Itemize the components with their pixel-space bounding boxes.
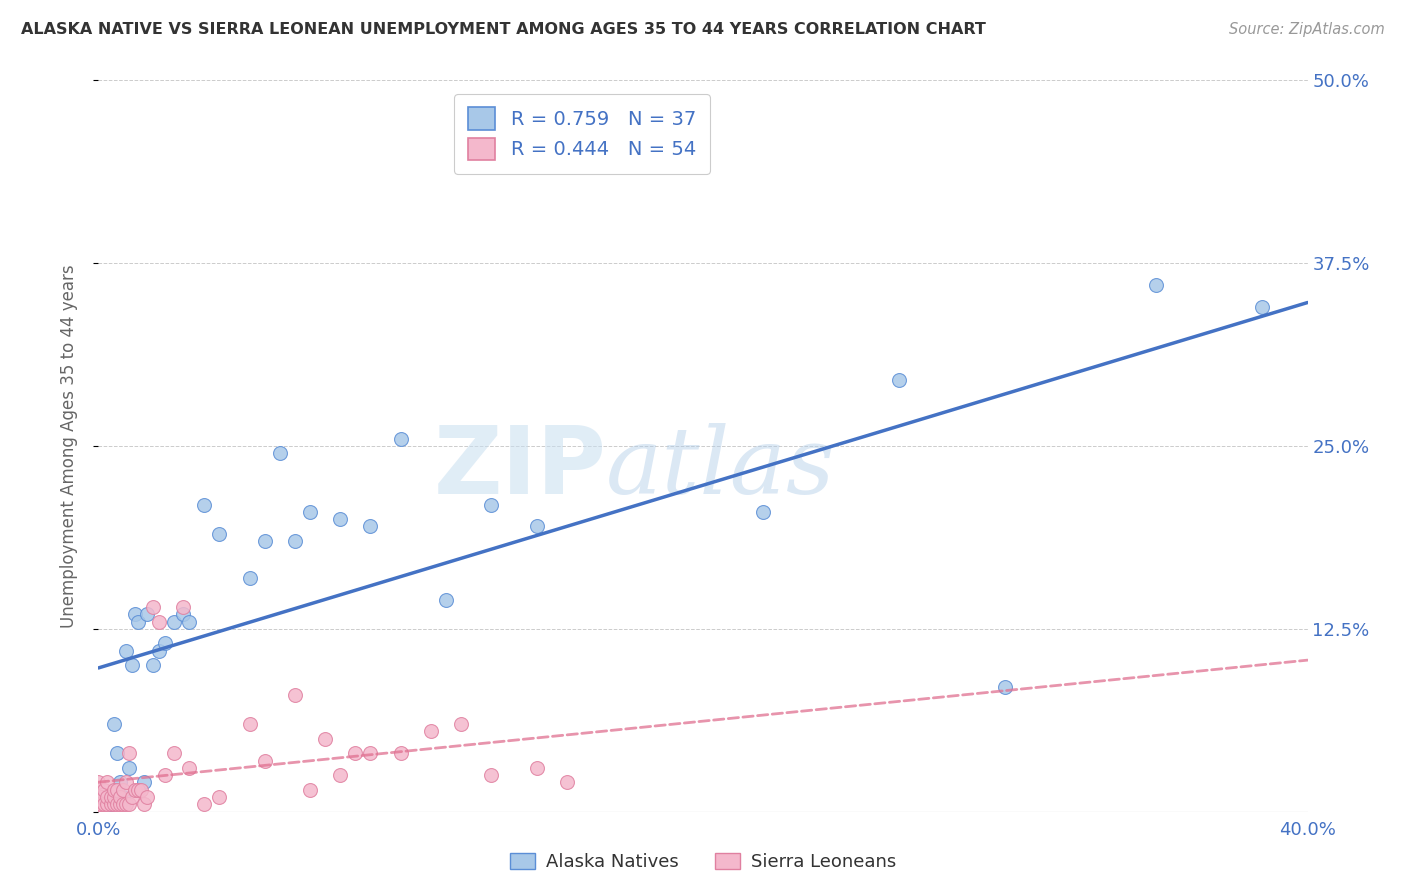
Point: [163, 746, 186, 760]
Point: [93, 797, 115, 812]
Point: [111, 782, 134, 797]
Point: [96, 775, 118, 789]
Point: [389, 746, 412, 760]
Point: [434, 592, 457, 607]
Point: [239, 571, 262, 585]
Point: [148, 644, 170, 658]
Point: [105, 746, 128, 760]
Point: [889, 373, 911, 387]
Point: [121, 658, 143, 673]
Point: [111, 797, 134, 812]
Point: [420, 724, 443, 739]
Y-axis label: Unemployment Among Ages 35 to 44 years: Unemployment Among Ages 35 to 44 years: [59, 264, 77, 628]
Point: [111, 790, 134, 805]
Point: [752, 505, 775, 519]
Point: [299, 505, 322, 519]
Point: [360, 746, 382, 760]
Point: [526, 519, 548, 533]
Point: [239, 717, 262, 731]
Point: [118, 746, 141, 760]
Point: [90, 790, 112, 805]
Point: [127, 782, 149, 797]
Text: Source: ZipAtlas.com: Source: ZipAtlas.com: [1229, 22, 1385, 37]
Point: [132, 797, 155, 812]
Point: [360, 519, 382, 533]
Point: [555, 775, 578, 789]
Legend: Alaska Natives, Sierra Leoneans: Alaska Natives, Sierra Leoneans: [502, 846, 904, 879]
Point: [135, 607, 157, 622]
Point: [121, 790, 143, 805]
Point: [172, 599, 194, 614]
Point: [132, 775, 155, 789]
Point: [148, 615, 170, 629]
Point: [450, 717, 472, 731]
Point: [124, 782, 146, 797]
Point: [142, 658, 165, 673]
Point: [526, 761, 548, 775]
Text: atlas: atlas: [606, 423, 835, 513]
Point: [105, 782, 128, 797]
Point: [193, 797, 215, 812]
Point: [114, 775, 136, 789]
Point: [114, 644, 136, 658]
Point: [103, 717, 125, 731]
Point: [127, 615, 149, 629]
Point: [108, 790, 131, 805]
Point: [124, 607, 146, 622]
Point: [103, 790, 125, 805]
Point: [135, 790, 157, 805]
Point: [253, 534, 276, 549]
Point: [344, 746, 367, 760]
Point: [1144, 278, 1167, 293]
Point: [163, 615, 186, 629]
Point: [994, 681, 1017, 695]
Point: [299, 782, 322, 797]
Point: [179, 761, 201, 775]
Point: [284, 534, 307, 549]
Point: [284, 688, 307, 702]
Point: [105, 797, 128, 812]
Point: [103, 797, 125, 812]
Point: [118, 761, 141, 775]
Point: [129, 782, 152, 797]
Point: [193, 498, 215, 512]
Point: [179, 615, 201, 629]
Point: [172, 607, 194, 622]
Point: [1251, 300, 1274, 314]
Point: [96, 797, 118, 812]
Point: [100, 797, 122, 812]
Point: [90, 797, 112, 812]
Point: [389, 432, 412, 446]
Point: [208, 526, 231, 541]
Legend: R = 0.759   N = 37, R = 0.444   N = 54: R = 0.759 N = 37, R = 0.444 N = 54: [454, 94, 710, 174]
Text: ZIP: ZIP: [433, 422, 606, 514]
Point: [208, 790, 231, 805]
Point: [87, 775, 110, 789]
Point: [100, 790, 122, 805]
Point: [118, 797, 141, 812]
Point: [153, 768, 176, 782]
Point: [108, 775, 131, 789]
Point: [103, 782, 125, 797]
Point: [93, 790, 115, 805]
Point: [153, 636, 176, 650]
Point: [329, 512, 352, 526]
Point: [93, 782, 115, 797]
Text: ALASKA NATIVE VS SIERRA LEONEAN UNEMPLOYMENT AMONG AGES 35 TO 44 YEARS CORRELATI: ALASKA NATIVE VS SIERRA LEONEAN UNEMPLOY…: [21, 22, 986, 37]
Point: [481, 498, 503, 512]
Point: [87, 797, 110, 812]
Point: [100, 797, 122, 812]
Point: [314, 731, 336, 746]
Point: [142, 599, 165, 614]
Point: [481, 768, 503, 782]
Point: [114, 797, 136, 812]
Point: [96, 790, 118, 805]
Point: [329, 768, 352, 782]
Point: [108, 797, 131, 812]
Point: [87, 782, 110, 797]
Point: [269, 446, 291, 460]
Point: [253, 754, 276, 768]
Point: [87, 790, 110, 805]
